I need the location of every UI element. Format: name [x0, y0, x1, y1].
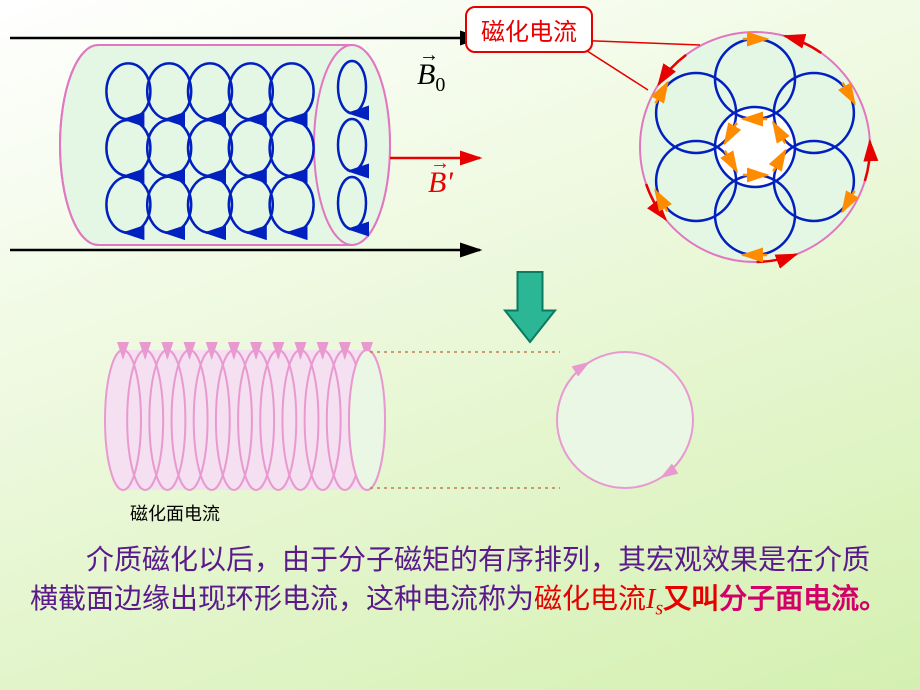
label-bprime: →B': [428, 166, 453, 200]
label-magnetization-current: 磁化电流: [465, 6, 593, 53]
b0-sub: 0: [435, 74, 445, 96]
label-b0: →B0: [417, 58, 445, 97]
label-magnetization-current-text: 磁化电流: [481, 19, 577, 46]
slide-root: 磁化电流 →B0 →B' 磁化面电流 介质磁化以后，由于分子磁矩的有序排列，其宏…: [0, 0, 920, 690]
body-paragraph: 介质磁化以后，由于分子磁矩的有序排列，其宏观效果是在介质横截面边缘出现环形电流，…: [30, 540, 890, 623]
caption-surface-current: 磁化面电流: [130, 500, 220, 526]
